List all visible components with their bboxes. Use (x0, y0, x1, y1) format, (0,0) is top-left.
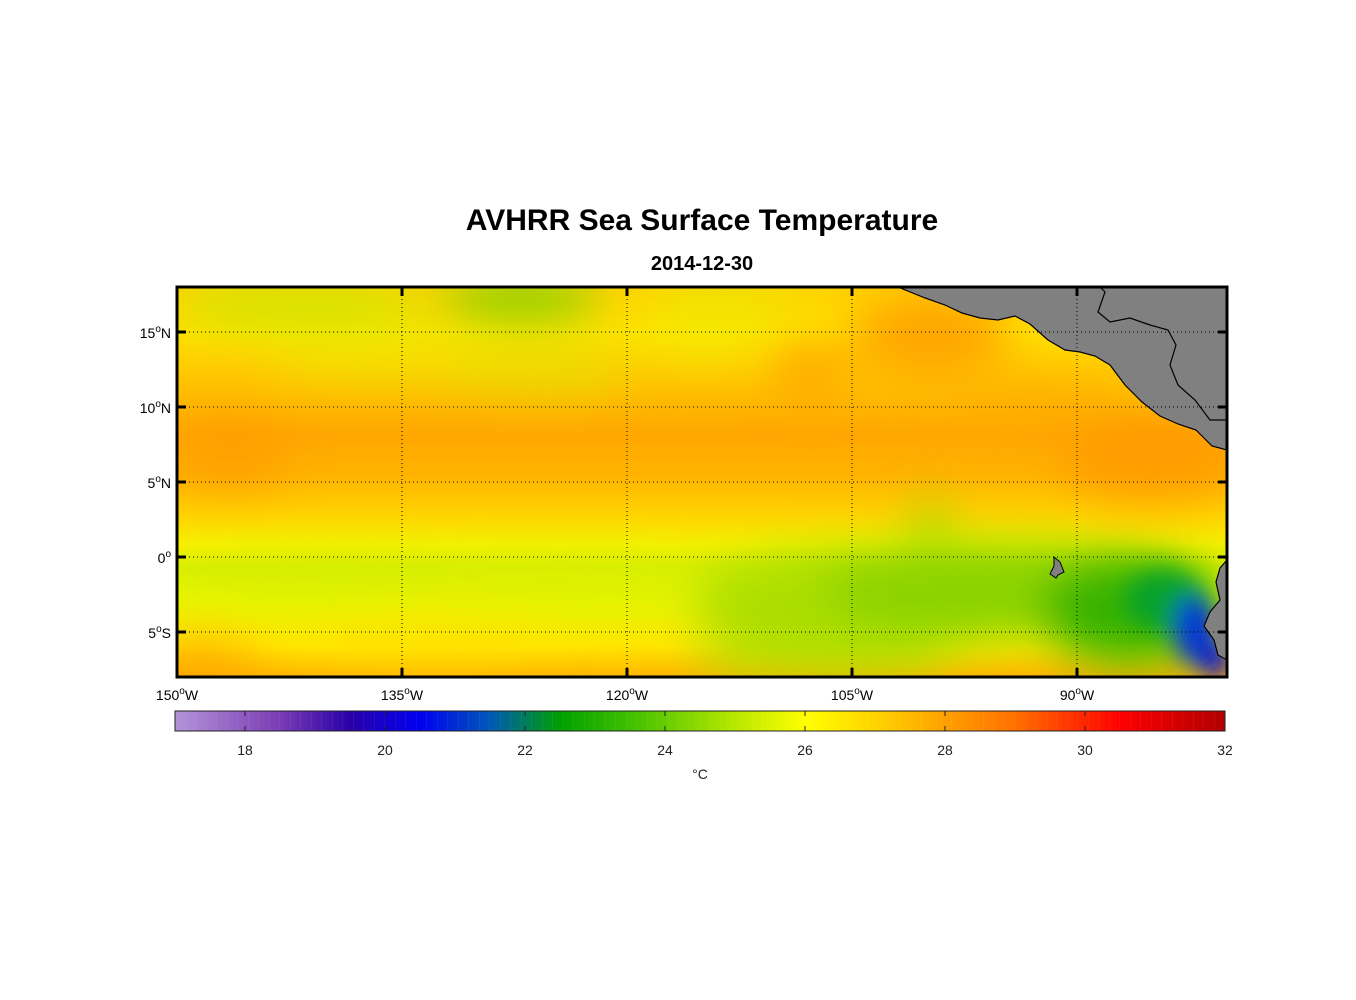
map-title: AVHRR Sea Surface Temperature (465, 204, 939, 237)
colorbar-tick-label: 18 (237, 742, 253, 758)
lon-tick-label: 135oW (381, 686, 424, 703)
lon-tick-label: 150oW (156, 686, 199, 703)
latitude-ticks: 15oN 10oN 5oN 0o 5oS (140, 324, 1227, 641)
sst-anomalies (177, 287, 1227, 677)
land-galapagos-island (1049, 555, 1065, 579)
map-date: 2014-12-30 (650, 253, 754, 275)
land-south-america (1203, 559, 1227, 661)
map-grid (177, 287, 1227, 677)
colorbar-tick-label: 20 (377, 742, 393, 758)
colorbar-tick-label: 26 (797, 742, 813, 758)
colorbar: 18 20 22 24 26 28 30 32 °C (174, 710, 1233, 782)
colorbar-ticks: 18 20 22 24 26 28 30 32 (237, 711, 1233, 758)
lon-tick-label: 120oW (606, 686, 649, 703)
lat-tick-label: 5oN (148, 474, 171, 491)
colorbar-tick-label: 32 (1217, 742, 1233, 758)
lat-tick-label: 5oS (148, 624, 171, 641)
land-mask (897, 287, 1227, 661)
lat-tick-label: 10oN (140, 399, 171, 416)
lat-tick-label: 15oN (140, 324, 171, 341)
colorbar-tick-label: 28 (937, 742, 953, 758)
colorbar-tick-label: 22 (517, 742, 533, 758)
lat-tick-label: 0o (158, 549, 172, 566)
colorbar-unit: °C (692, 766, 708, 782)
lon-tick-label: 105oW (831, 686, 874, 703)
colorbar-bands (175, 711, 1225, 731)
colorbar-tick-label: 24 (657, 742, 673, 758)
land-central-america (897, 287, 1227, 451)
longitude-ticks: 150oW 135oW 120oW 105oW 90oW (156, 287, 1095, 703)
colorbar-frame (174, 710, 1226, 732)
lon-tick-label: 90oW (1060, 686, 1095, 703)
colorbar-tick-label: 30 (1077, 742, 1093, 758)
